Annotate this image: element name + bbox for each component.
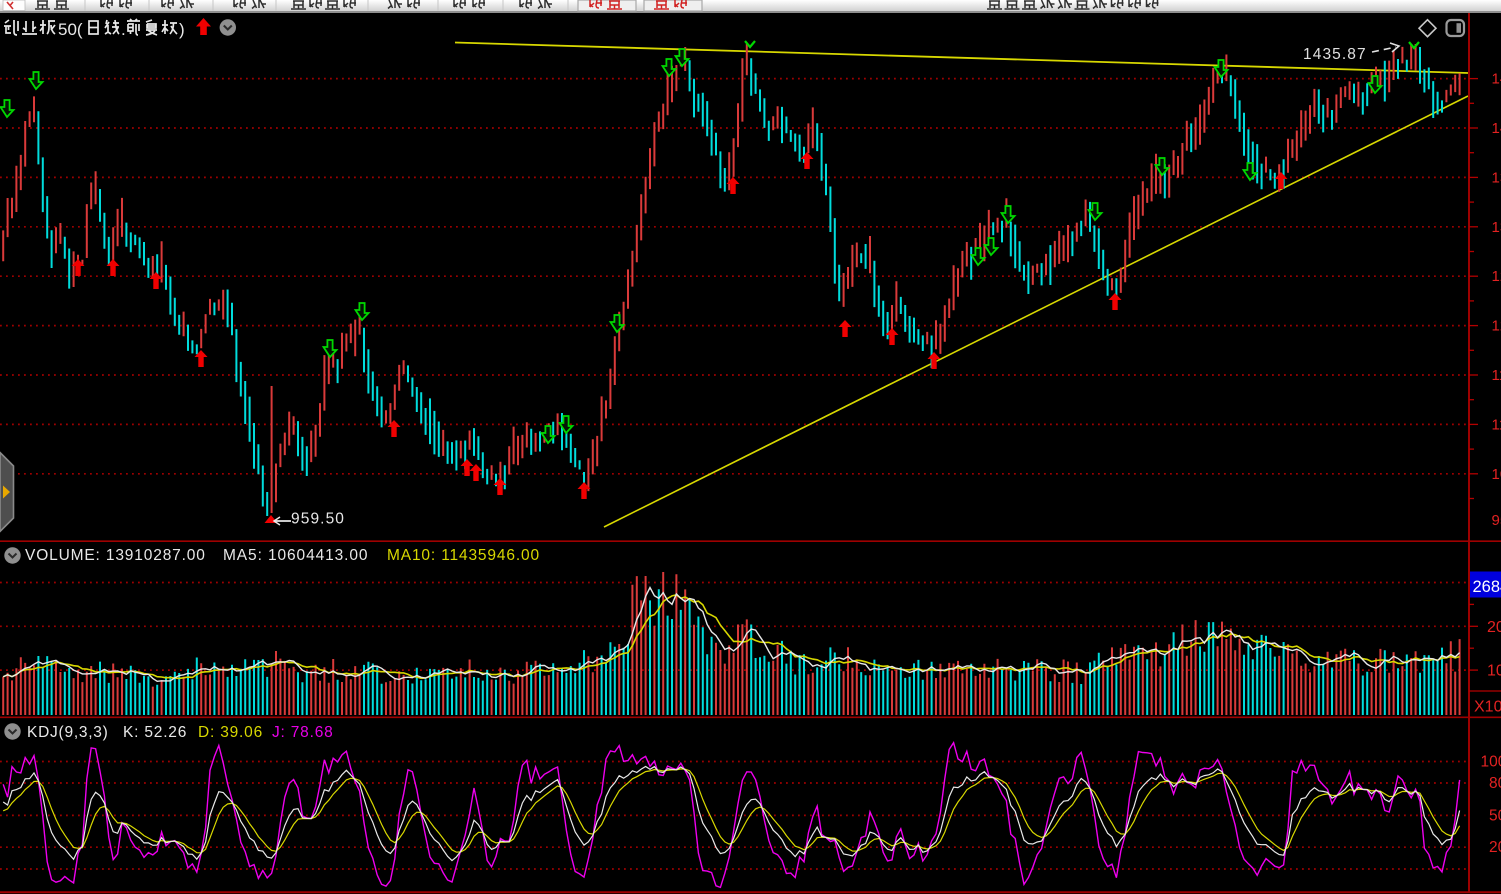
svg-text:1050.00: 1050.00 [1492,466,1501,483]
svg-text:20.00: 20.00 [1489,839,1501,856]
svg-text:951.87: 951.87 [1492,512,1501,529]
svg-text:D: 39.06: D: 39.06 [198,724,263,741]
svg-text:2000: 2000 [1487,619,1501,636]
svg-text:X10000: X10000 [1474,699,1501,716]
svg-text:50.00: 50.00 [1489,807,1501,824]
svg-text:MA10: 11435946.00: MA10: 11435946.00 [387,547,540,564]
svg-text:100.00: 100.00 [1481,754,1501,771]
svg-text:MA5: 10604413.00: MA5: 10604413.00 [223,547,368,564]
svg-text:1000: 1000 [1487,663,1501,680]
svg-text:26843: 26843 [1473,578,1501,596]
svg-text:1435.87: 1435.87 [1303,46,1367,63]
svg-text:1400.00: 1400.00 [1492,120,1501,137]
svg-text:): ) [179,20,185,39]
svg-text:1300.00: 1300.00 [1492,219,1501,236]
svg-text:1450.00: 1450.00 [1492,71,1501,88]
svg-text:1250.00: 1250.00 [1492,268,1501,285]
svg-text:1200.00: 1200.00 [1492,318,1501,335]
svg-text:80.00: 80.00 [1489,775,1501,792]
svg-text:J: 78.68: J: 78.68 [272,724,334,741]
svg-text:VOLUME: 13910287.00: VOLUME: 13910287.00 [25,547,206,564]
svg-text:1150.00: 1150.00 [1492,367,1501,384]
svg-text:KDJ(9,3,3): KDJ(9,3,3) [27,724,109,741]
svg-text:959.50: 959.50 [291,511,345,528]
svg-text:.: . [121,20,126,39]
svg-text:1100.00: 1100.00 [1492,416,1501,433]
svg-text:50(: 50( [58,20,83,39]
svg-text:1350.00: 1350.00 [1492,169,1501,186]
svg-text:K: 52.26: K: 52.26 [123,724,187,741]
